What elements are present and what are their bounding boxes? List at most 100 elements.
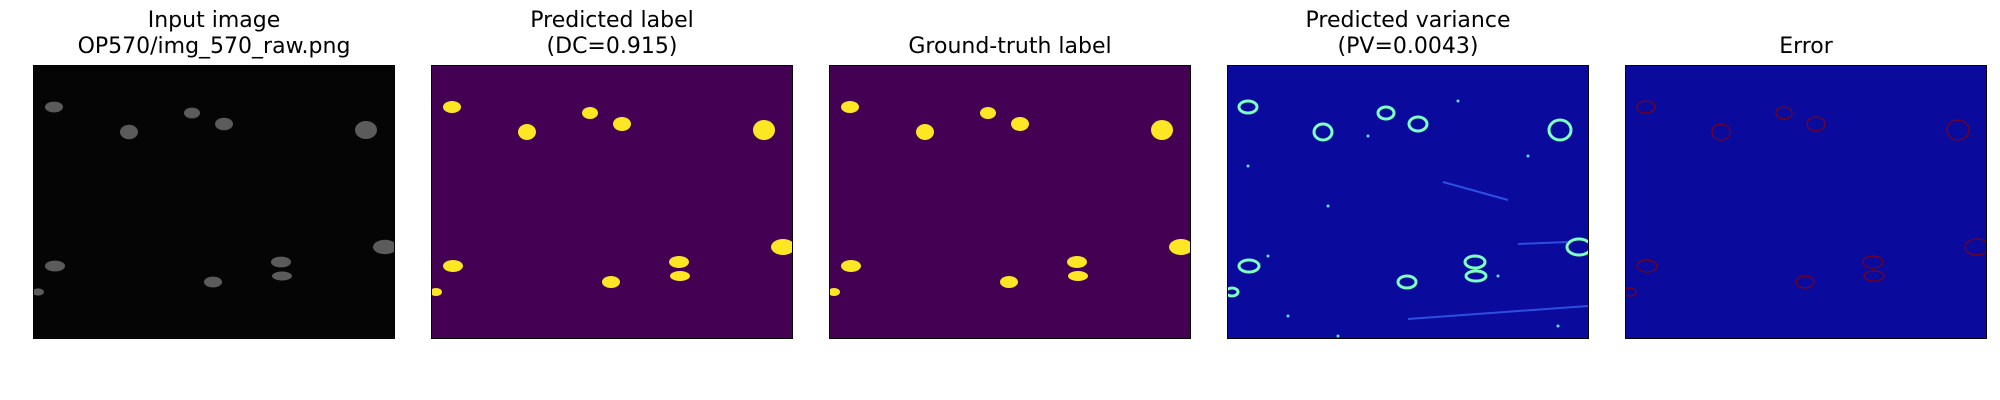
cell-blob-3 (582, 107, 598, 119)
panel-ground-truth-label: Ground-truth label (829, 0, 1191, 400)
variance-streak-2 (1407, 305, 1588, 320)
title-line-1: Predicted variance (1305, 8, 1511, 33)
image-background (432, 66, 792, 338)
ground-truth-label-image (829, 65, 1191, 339)
cell-blob-1 (443, 101, 461, 113)
title-line-2: Ground-truth label (908, 34, 1112, 59)
cell-blob-8 (271, 256, 291, 268)
variance-speck-2 (1366, 134, 1370, 138)
cell-blob-5 (753, 120, 775, 140)
cell-blob-3 (184, 107, 200, 119)
predicted-variance-canvas (1228, 66, 1588, 338)
panel-title: Error (1625, 8, 1987, 60)
variance-streak-3 (1442, 181, 1509, 201)
input-image-canvas (34, 66, 394, 338)
cell-blob-9 (670, 271, 690, 281)
cell-blob-4 (215, 117, 233, 131)
ground-truth-label-canvas (830, 66, 1190, 338)
panel-title: Predicted variance (PV=0.0043) (1227, 8, 1589, 60)
cell-blob-11 (1228, 286, 1240, 298)
cell-blob-7 (602, 276, 620, 288)
image-background (34, 66, 394, 338)
cell-blob-2 (1711, 123, 1731, 141)
cell-blob-6 (1636, 259, 1658, 273)
cell-blob-4 (1011, 117, 1029, 131)
cell-blob-11 (432, 288, 442, 296)
cell-blob-1 (45, 101, 63, 113)
panel-error: Error (1625, 0, 1987, 400)
cell-blob-3 (980, 107, 996, 119)
cell-blob-7 (1396, 274, 1418, 290)
cell-blob-4 (1407, 115, 1429, 133)
variance-speck-1 (1246, 164, 1250, 168)
variance-speck-3 (1526, 154, 1530, 158)
input-image (33, 65, 395, 339)
cell-blob-10 (373, 239, 394, 255)
image-background (830, 66, 1190, 338)
variance-speck-7 (1556, 324, 1560, 328)
title-line-1 (829, 8, 1191, 34)
cell-blob-9 (1863, 270, 1885, 282)
title-line-2: (DC=0.915) (546, 34, 678, 59)
cell-blob-2 (916, 124, 934, 140)
cell-blob-6 (841, 260, 861, 272)
cell-blob-1 (1237, 99, 1259, 115)
cell-blob-9 (272, 271, 292, 281)
variance-speck-10 (1496, 274, 1500, 278)
title-line-2: Error (1779, 34, 1833, 59)
variance-speck-4 (1326, 204, 1330, 208)
cell-blob-1 (841, 101, 859, 113)
panel-title: Input image OP570/img_570_raw.png (33, 8, 395, 60)
variance-speck-9 (1266, 254, 1270, 258)
image-background (1228, 66, 1588, 338)
cell-blob-9 (1068, 271, 1088, 281)
cell-blob-10 (1964, 238, 1986, 256)
panel-title: Ground-truth label (829, 8, 1191, 60)
cell-blob-4 (1806, 116, 1826, 132)
cell-blob-8 (1463, 254, 1487, 270)
image-background (1626, 66, 1986, 338)
predicted-variance-image (1227, 65, 1589, 339)
cell-blob-6 (1237, 258, 1261, 274)
cell-blob-8 (1067, 256, 1087, 268)
cell-blob-6 (443, 260, 463, 272)
cell-blob-8 (1862, 255, 1884, 269)
cell-blob-7 (1000, 276, 1018, 288)
variance-speck-8 (1456, 99, 1460, 103)
cell-blob-10 (1169, 239, 1190, 255)
cell-blob-10 (1565, 237, 1588, 257)
predicted-label-canvas (432, 66, 792, 338)
cell-blob-2 (518, 124, 536, 140)
panel-predicted-variance: Predicted variance (PV=0.0043) (1227, 0, 1589, 400)
title-line-2: OP570/img_570_raw.png (77, 34, 351, 59)
cell-blob-10 (771, 239, 792, 255)
cell-blob-11 (1626, 287, 1637, 297)
cell-blob-4 (613, 117, 631, 131)
panel-input-image: Input image OP570/img_570_raw.png (33, 0, 395, 400)
cell-blob-11 (830, 288, 840, 296)
title-line-1 (1625, 8, 1987, 34)
variance-streak-1 (1517, 241, 1569, 245)
title-line-2: (PV=0.0043) (1337, 34, 1479, 59)
error-canvas (1626, 66, 1986, 338)
cell-blob-1 (1636, 100, 1656, 114)
panel-predicted-label: Predicted label (DC=0.915) (431, 0, 793, 400)
cell-blob-8 (669, 256, 689, 268)
title-line-1: Predicted label (530, 8, 694, 33)
cell-blob-2 (120, 124, 138, 140)
cell-blob-6 (45, 260, 65, 272)
variance-speck-5 (1286, 314, 1290, 318)
cell-blob-5 (1547, 118, 1573, 142)
cell-blob-7 (1795, 275, 1815, 289)
predicted-label-image (431, 65, 793, 339)
cell-blob-7 (204, 276, 222, 288)
cell-blob-5 (1151, 120, 1173, 140)
cell-blob-5 (1946, 119, 1970, 141)
cell-blob-9 (1464, 269, 1488, 283)
variance-speck-6 (1336, 334, 1340, 338)
cell-blob-5 (355, 121, 377, 139)
cell-blob-2 (1312, 122, 1334, 142)
title-line-1: Input image (147, 8, 281, 33)
panel-title: Predicted label (DC=0.915) (431, 8, 793, 60)
error-image (1625, 65, 1987, 339)
